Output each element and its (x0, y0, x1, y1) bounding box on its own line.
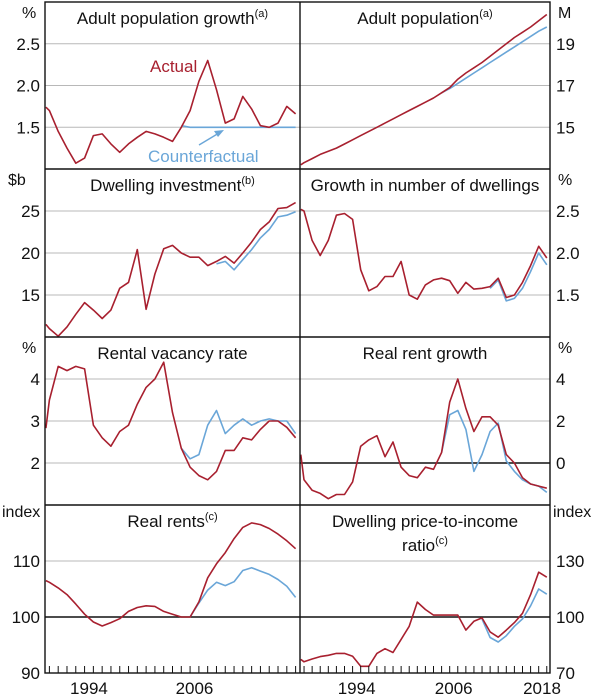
y-tick-label: 2 (31, 454, 40, 473)
counterfactual-line-rental-vacancy-rate (180, 409, 297, 460)
y-tick-label: 2.0 (556, 244, 580, 263)
counterfactual-line-adult-population (441, 26, 548, 94)
y-unit-label: M (558, 5, 571, 22)
panel-title-line2: ratio(c) (402, 535, 448, 555)
actual-line-dwelling-price-to-income (300, 571, 548, 668)
gridlines (45, 43, 550, 618)
y-tick-label: 2.5 (556, 202, 580, 221)
counterfactual-line-real-rents (189, 566, 297, 618)
y-tick-label: 90 (21, 664, 40, 683)
panel-title: Rental vacancy rate (97, 344, 247, 363)
panel-title: Growth in number of dwellings (311, 176, 540, 195)
y-tick-label: 130 (556, 552, 584, 571)
y-unit-label: index (2, 504, 40, 521)
counterfactual-line-dwelling-price-to-income (481, 588, 548, 643)
actual-annotation: Actual (150, 57, 197, 76)
panel-title-text: Dwelling investment (90, 176, 241, 195)
panel-title-text: Real rents (127, 512, 204, 531)
y-unit-label: % (558, 172, 572, 189)
x-tick-label: 1994 (70, 679, 108, 698)
actual-line-adult-population-growth (45, 59, 297, 164)
y-unit-label: $b (8, 172, 26, 189)
panel-title: Dwelling investment(b) (90, 175, 255, 195)
y-tick-label: 4 (556, 370, 565, 389)
counterfactual-line-adult-population-growth (181, 124, 296, 129)
actual-line-rental-vacancy-rate (45, 361, 297, 481)
y-unit-label: % (22, 5, 36, 22)
y-tick-label: 1.5 (16, 118, 40, 137)
actual-line-real-rents (45, 522, 297, 627)
panel-title-text: Adult population (357, 9, 479, 28)
panel-title: Real rents(c) (127, 511, 217, 531)
y-tick-label: 2.0 (16, 77, 40, 96)
x-tick-label: 2006 (176, 679, 214, 698)
panel-title: Adult population growth(a) (77, 8, 268, 28)
annotation-arrow-shaft (198, 132, 220, 146)
y-tick-label: 20 (21, 244, 40, 263)
panel-title-note: (b) (241, 175, 254, 187)
y-tick-label: 2.5 (16, 35, 40, 54)
x-tick-label: 2018 (523, 679, 561, 698)
panel-title-text: Adult population growth (77, 9, 255, 28)
counterfactual-annotation: Counterfactual (148, 147, 259, 166)
panel-title-note: (c) (205, 511, 218, 523)
panel-title-text: ratio (402, 536, 435, 555)
y-tick-label: 15 (556, 118, 575, 137)
panel-title-text: Dwelling price-to-income (332, 512, 518, 531)
y-tick-label: 0 (556, 454, 565, 473)
y-tick-label: 1.5 (556, 286, 580, 305)
y-tick-label: 4 (31, 370, 40, 389)
panel-title-note: (a) (255, 8, 268, 20)
counterfactual-line-growth-in-number-of-dwellings (489, 252, 548, 302)
counterfactual-line-real-rent-growth (440, 409, 548, 494)
panel-title-text: Rental vacancy rate (97, 344, 247, 363)
y-tick-label: 2 (556, 412, 565, 431)
panel-title: Real rent growth (363, 344, 488, 363)
y-tick-label: 19 (556, 35, 575, 54)
y-tick-label: 110 (13, 552, 40, 571)
y-tick-label: 17 (556, 77, 575, 96)
series-lines (45, 13, 548, 668)
actual-line-adult-population (300, 13, 548, 166)
labels: 1.52.02.5% Adult population growth(a)1517… (2, 5, 591, 698)
actual-line-real-rent-growth (300, 378, 548, 500)
y-unit-label: index (553, 504, 591, 521)
panel-title-note: (a) (479, 8, 492, 20)
y-unit-label: % (22, 340, 36, 357)
panel-title: Dwelling price-to-income (332, 512, 518, 531)
actual-line-dwelling-investment (45, 201, 296, 337)
y-unit-label: % (558, 340, 572, 357)
panel-title: Adult population(a) (357, 8, 492, 28)
y-tick-label: 100 (556, 608, 584, 627)
x-tick-label: 1994 (338, 679, 376, 698)
panel-title-text: Growth in number of dwellings (311, 176, 540, 195)
y-tick-label: 70 (556, 664, 575, 683)
panel-title-text: Real rent growth (363, 344, 488, 363)
x-tick-label: 2006 (435, 679, 473, 698)
y-tick-label: 3 (31, 412, 40, 431)
panel-title-note: (c) (435, 535, 448, 547)
actual-line-growth-in-number-of-dwellings (300, 208, 548, 300)
y-tick-label: 25 (21, 202, 40, 221)
annotation-arrow-icon (214, 130, 224, 137)
y-tick-label: 100 (12, 608, 40, 627)
counterfactual-line-dwelling-investment (216, 211, 296, 271)
y-tick-label: 15 (21, 286, 40, 305)
